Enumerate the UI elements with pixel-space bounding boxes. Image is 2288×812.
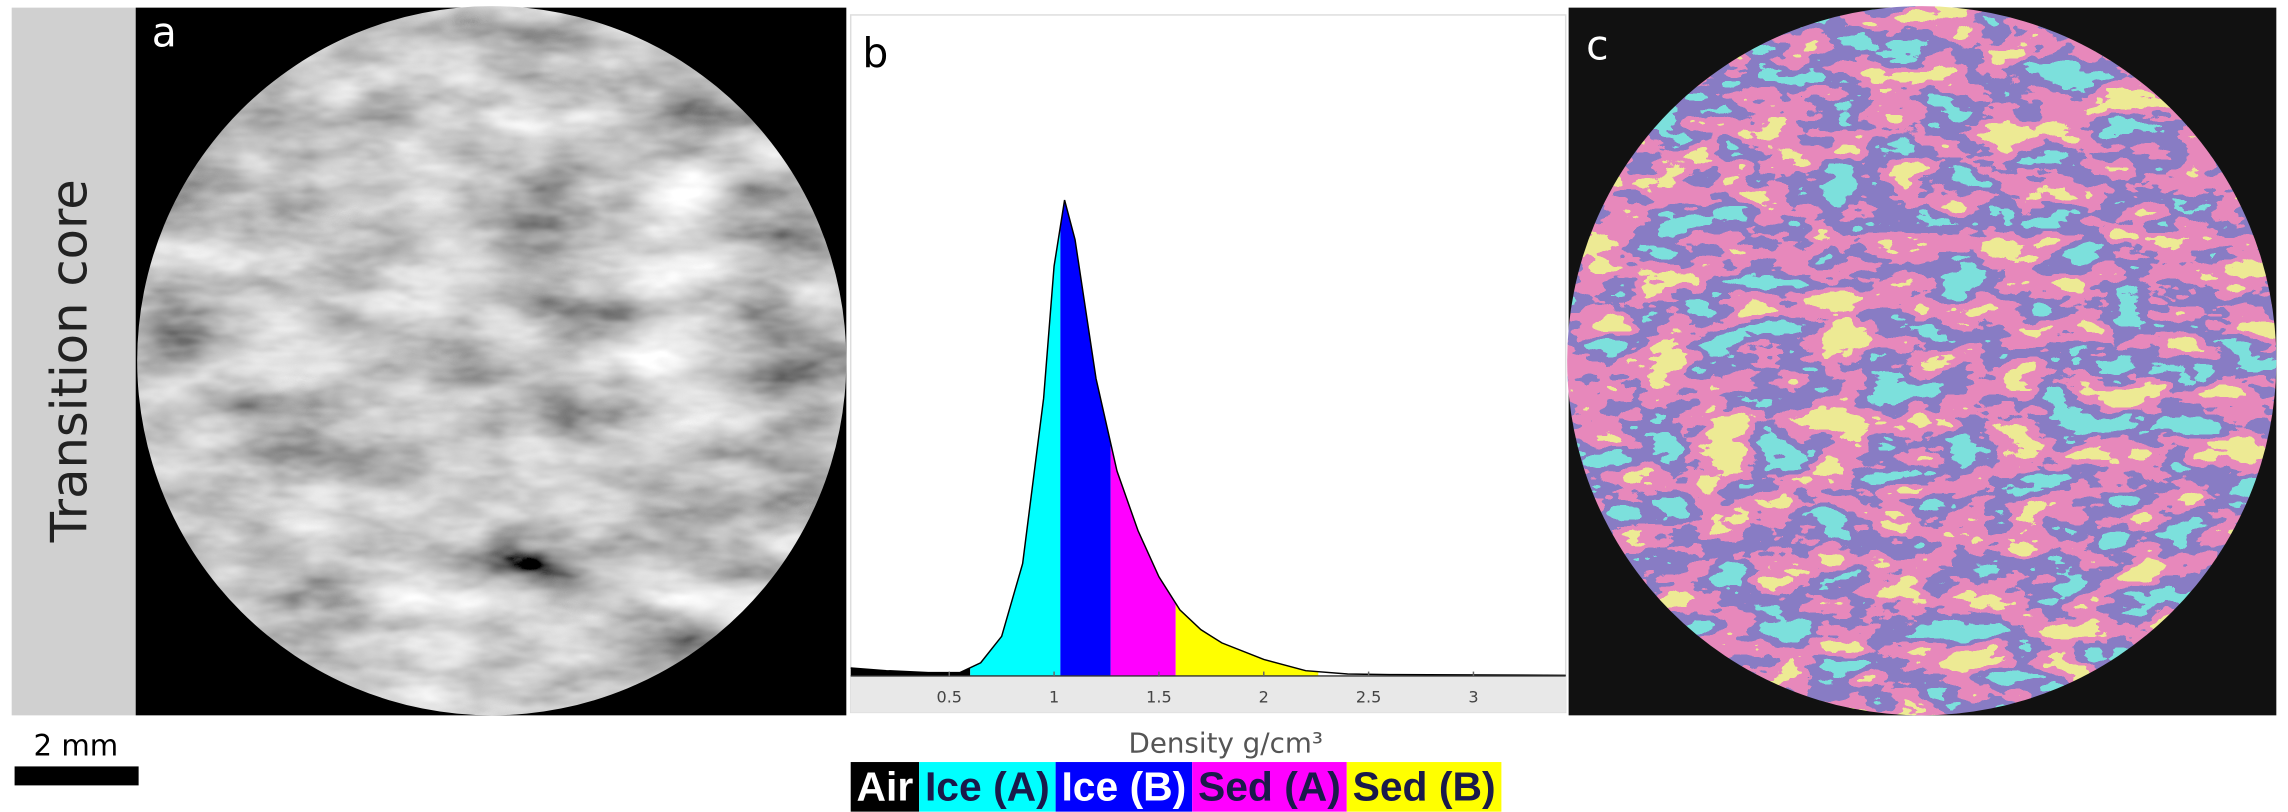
legend-swatch — [1055, 762, 1193, 812]
class-image — [1567, 6, 2277, 716]
scale-bar-label: 2 mm — [34, 728, 119, 762]
ct-texture — [137, 6, 847, 716]
scale-bar — [14, 766, 139, 786]
density-curve — [850, 199, 1566, 677]
class-texture — [1567, 6, 2277, 716]
legend-label: Sed (A) — [1198, 764, 1341, 810]
legend-label: Air — [857, 764, 914, 810]
x-tick-label: 3 — [1468, 687, 1478, 706]
x-tick-label: 0.5 — [936, 687, 962, 706]
legend-swatch — [919, 762, 1056, 812]
legend-swatch — [1346, 762, 1502, 812]
x-tick-label: 1 — [1049, 687, 1059, 706]
class-region — [1060, 200, 1111, 676]
legend-label: Ice (A) — [925, 764, 1050, 810]
legend-label: Sed (B) — [1353, 764, 1496, 810]
ct-image — [137, 6, 847, 716]
panel-label: c — [1586, 22, 1608, 70]
axis-strip — [850, 675, 1566, 713]
panel-b-bg — [849, 14, 1567, 714]
x-tick-label: 2 — [1259, 687, 1269, 706]
class-region — [1175, 603, 1319, 676]
side-label-strip — [11, 7, 136, 716]
x-axis-label: Density g/cm³ — [1128, 727, 1322, 760]
legend-swatch — [1192, 762, 1347, 812]
panel-label: b — [862, 29, 888, 77]
legend: Air Ice (A) Ice (B) Sed (A) Sed (B) — [850, 762, 1502, 812]
side-label: Transition core — [40, 179, 98, 543]
legend-label: Ice (B) — [1061, 764, 1186, 810]
panel-label: a — [152, 8, 177, 56]
x-tick-label: 2.5 — [1356, 687, 1382, 706]
x-tick-label: 1.5 — [1146, 687, 1172, 706]
legend-swatch — [850, 762, 920, 812]
class-region — [970, 226, 1061, 676]
